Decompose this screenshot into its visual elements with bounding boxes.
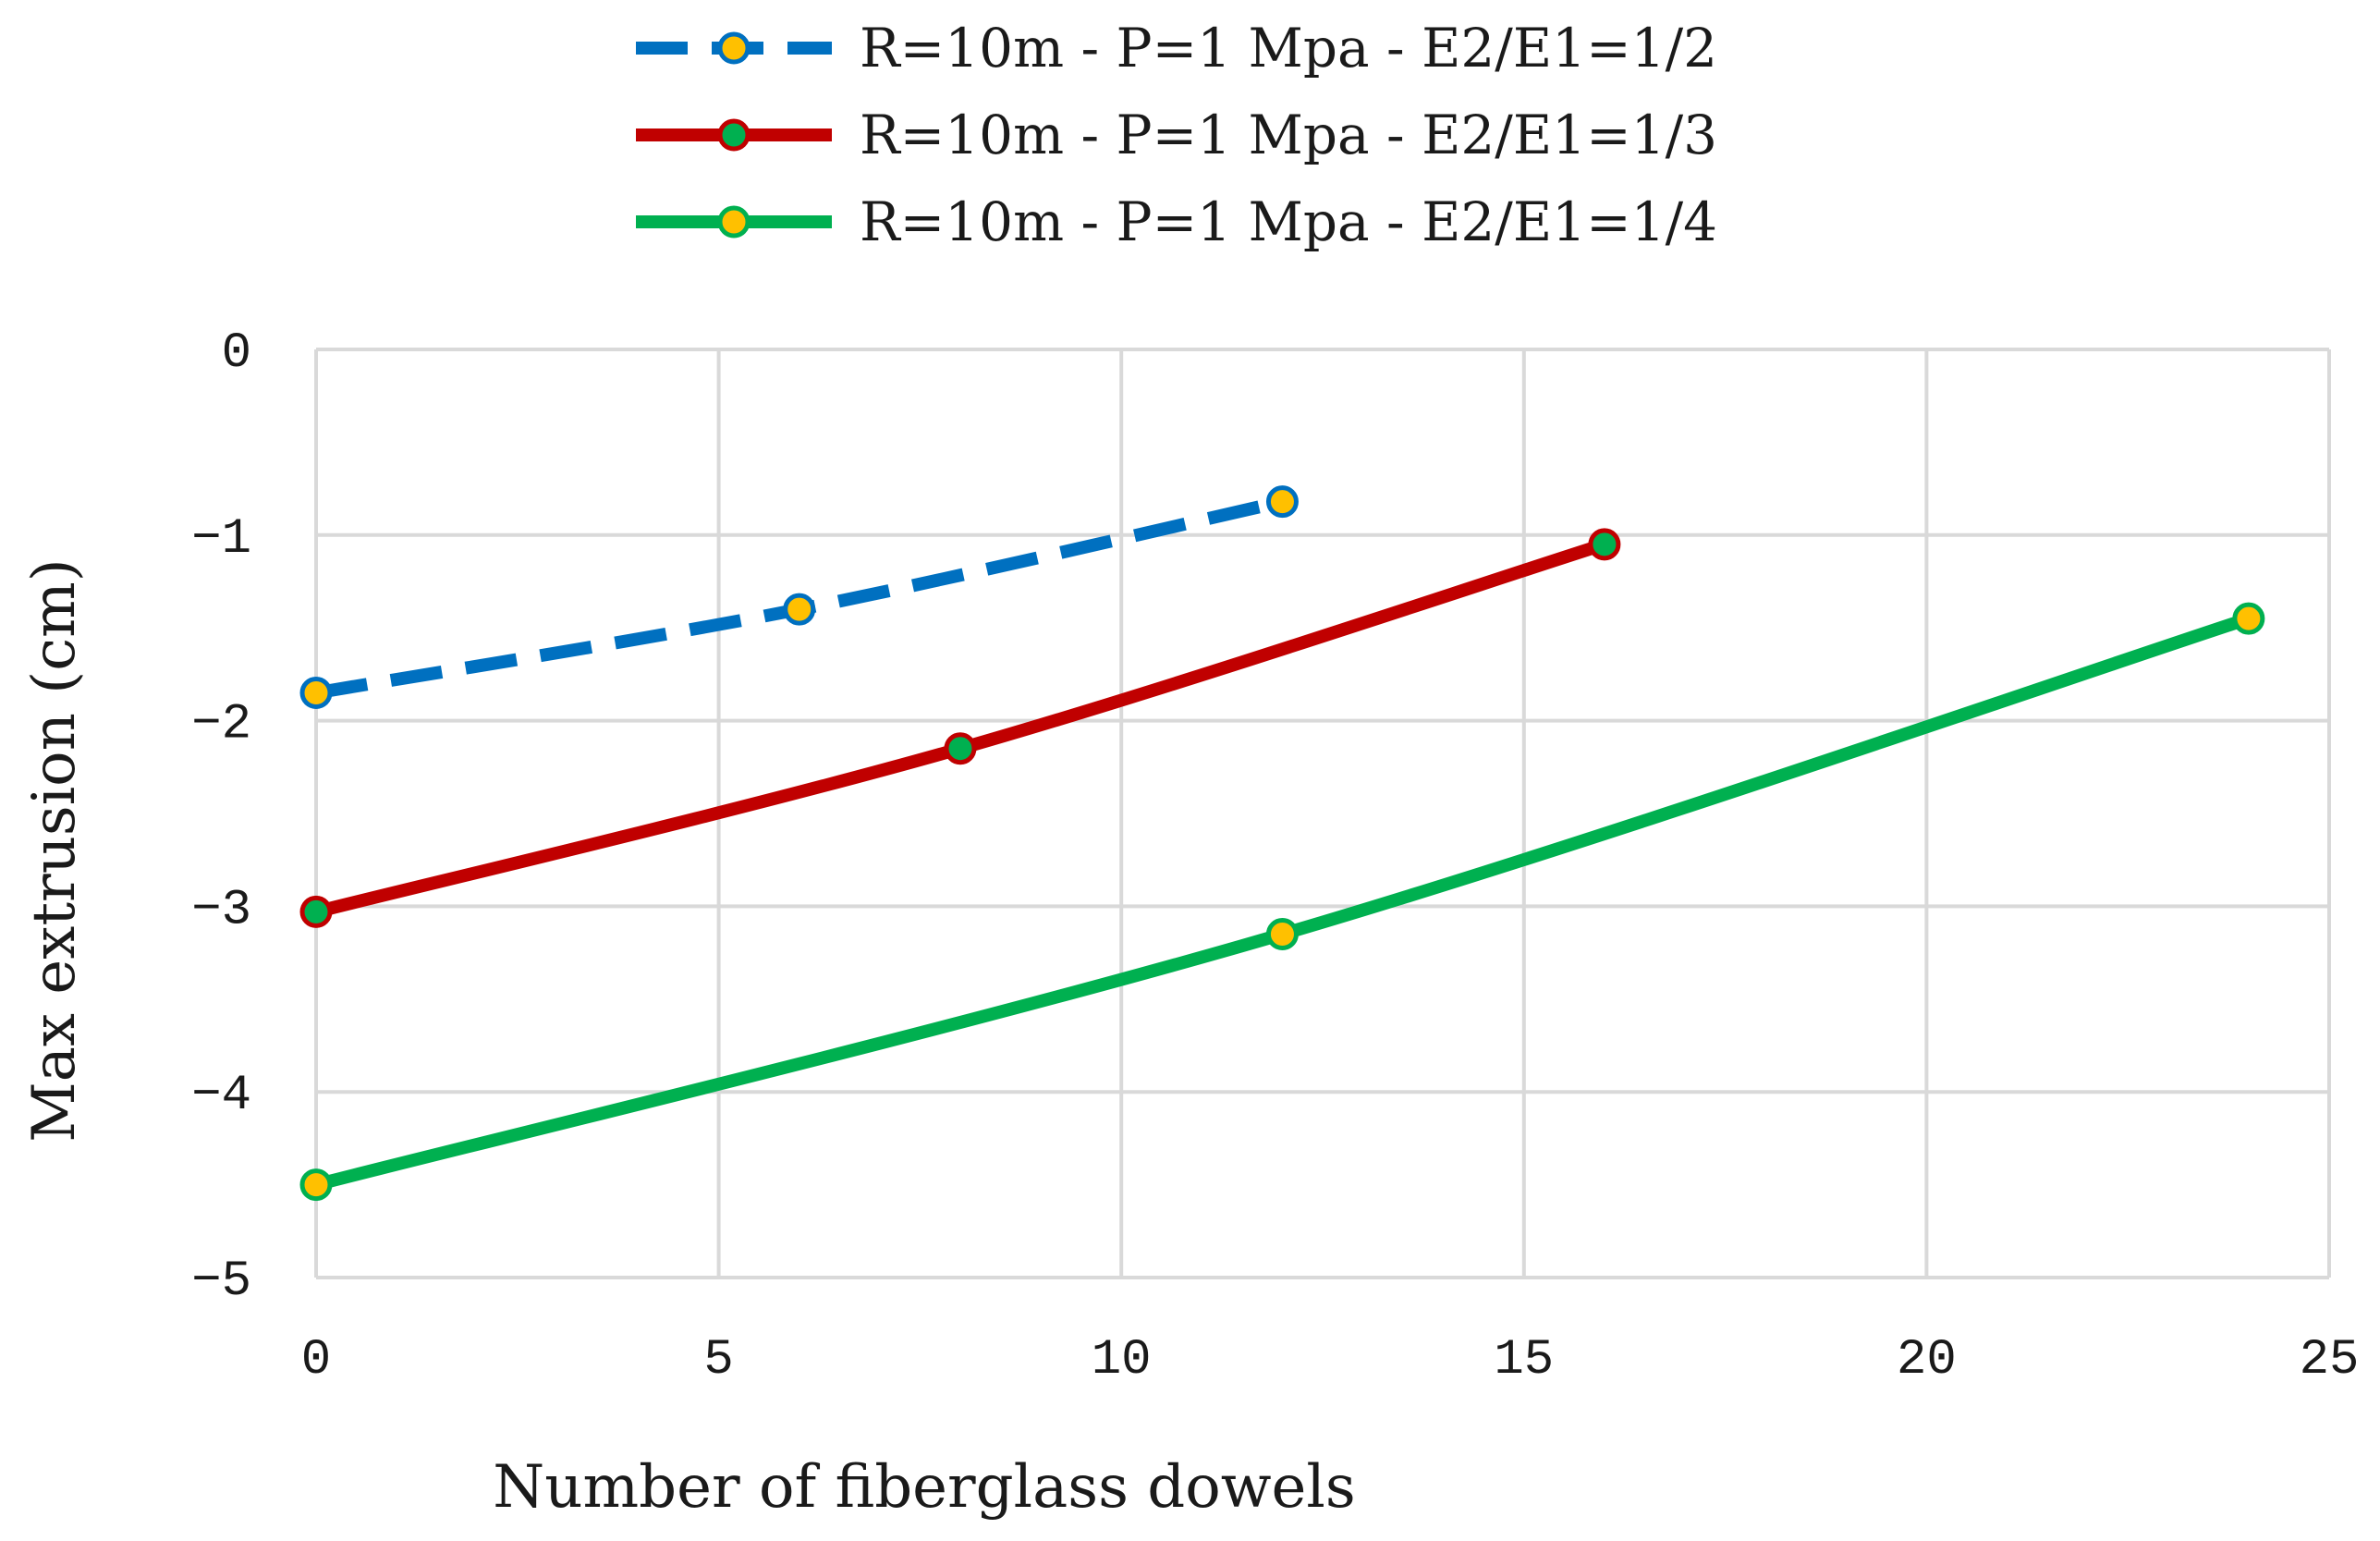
legend-label-2: R=10m - P=1 Mpa - E2/E1=1/3 <box>860 104 1717 166</box>
x-axis-title: Number of fiberglass dowels <box>493 1453 1355 1522</box>
x-tick-label: 10 <box>1092 1332 1152 1388</box>
series-3-point <box>299 1168 333 1202</box>
x-tick-label: 15 <box>1494 1332 1554 1388</box>
y-tick-label: −2 <box>191 697 251 753</box>
y-axis-title: Max extrusion (cm) <box>20 558 89 1143</box>
x-tick-label: 0 <box>301 1332 331 1388</box>
legend-label-3: R=10m - P=1 Mpa - E2/E1=1/4 <box>860 190 1717 253</box>
x-tick-label: 20 <box>1897 1332 1957 1388</box>
legend: R=10m - P=1 Mpa - E2/E1=1/2 R=10m - P=1 M… <box>636 17 1717 253</box>
series-1-point <box>299 676 333 709</box>
series-2-point <box>1588 528 1621 561</box>
series-1-point <box>1265 485 1299 519</box>
x-tick-label: 5 <box>703 1332 733 1388</box>
series-3-point <box>1265 918 1299 951</box>
series-2-point <box>944 732 977 765</box>
legend-swatch-marker-1 <box>717 31 751 65</box>
series-2-point <box>299 895 333 928</box>
series-1-point <box>783 593 816 626</box>
series-3-point <box>2232 602 2265 635</box>
y-tick-label: −4 <box>191 1068 251 1124</box>
legend-label-1: R=10m - P=1 Mpa - E2/E1=1/2 <box>860 17 1717 79</box>
grid <box>314 348 2331 1279</box>
y-tick-label: 0 <box>222 325 251 382</box>
series-group <box>299 485 2265 1202</box>
y-tick-label: −1 <box>191 511 251 568</box>
y-tick-label: −5 <box>191 1254 251 1310</box>
tick-labels: 0 5 10 15 20 25 0 −1 −2 −3 −4 −5 <box>191 325 2359 1388</box>
x-tick-label: 25 <box>2300 1332 2360 1388</box>
legend-swatch-marker-3 <box>717 205 751 238</box>
legend-swatch-marker-2 <box>717 118 751 152</box>
y-tick-label: −3 <box>191 882 251 938</box>
